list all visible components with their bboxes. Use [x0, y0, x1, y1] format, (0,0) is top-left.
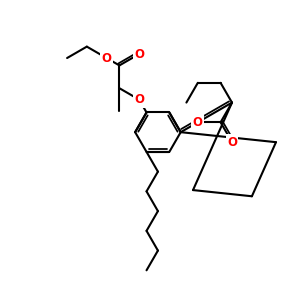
Text: O: O: [193, 116, 203, 129]
Text: O: O: [227, 136, 237, 148]
Text: O: O: [134, 93, 144, 106]
Text: O: O: [102, 52, 112, 64]
Text: O: O: [134, 47, 144, 61]
